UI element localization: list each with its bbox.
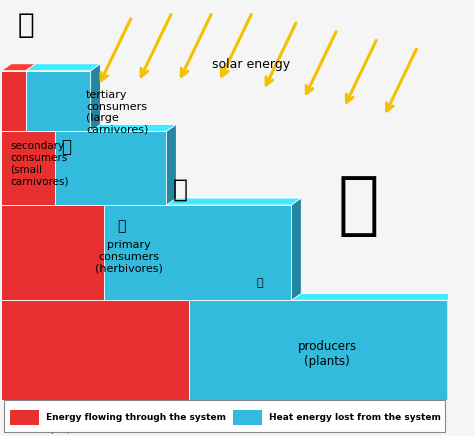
Bar — [234, 410, 263, 425]
Bar — [1, 300, 189, 400]
Text: © 2012 Encyclopædia Britannica, Inc.: © 2012 Encyclopædia Britannica, Inc. — [6, 425, 151, 434]
Text: 🦅: 🦅 — [18, 11, 34, 39]
Polygon shape — [447, 293, 457, 400]
Text: producers
(plants): producers (plants) — [298, 341, 357, 368]
Bar — [26, 71, 91, 131]
Text: secondary
consumers
(small
carnivores): secondary consumers (small carnivores) — [10, 141, 69, 186]
Polygon shape — [91, 64, 100, 131]
Text: 🐍: 🐍 — [61, 137, 71, 156]
Polygon shape — [292, 198, 301, 300]
Bar — [10, 410, 39, 425]
Text: 🐇: 🐇 — [118, 220, 126, 234]
Bar — [1, 131, 55, 205]
Polygon shape — [1, 293, 199, 300]
Polygon shape — [55, 124, 176, 131]
Bar — [189, 300, 447, 400]
Bar — [4, 400, 446, 433]
Polygon shape — [1, 64, 36, 71]
Bar — [1, 71, 26, 131]
Polygon shape — [1, 198, 114, 205]
Polygon shape — [166, 124, 176, 205]
Text: tertiary
consumers
(large
carnivores): tertiary consumers (large carnivores) — [86, 90, 148, 135]
Text: solar energy: solar energy — [212, 58, 291, 71]
Text: 🌳: 🌳 — [337, 171, 379, 238]
Text: Heat energy lost from the system: Heat energy lost from the system — [269, 413, 441, 422]
Text: primary
consumers
(herbivores): primary consumers (herbivores) — [95, 240, 163, 274]
Polygon shape — [26, 64, 100, 71]
Polygon shape — [189, 293, 457, 300]
Text: 🐄: 🐄 — [173, 178, 187, 202]
Polygon shape — [1, 124, 65, 131]
Bar — [104, 205, 292, 300]
Bar — [55, 131, 166, 205]
Text: Energy flowing through the system: Energy flowing through the system — [46, 413, 226, 422]
Text: 🌿: 🌿 — [257, 278, 264, 288]
Polygon shape — [104, 198, 301, 205]
Bar — [1, 205, 104, 300]
